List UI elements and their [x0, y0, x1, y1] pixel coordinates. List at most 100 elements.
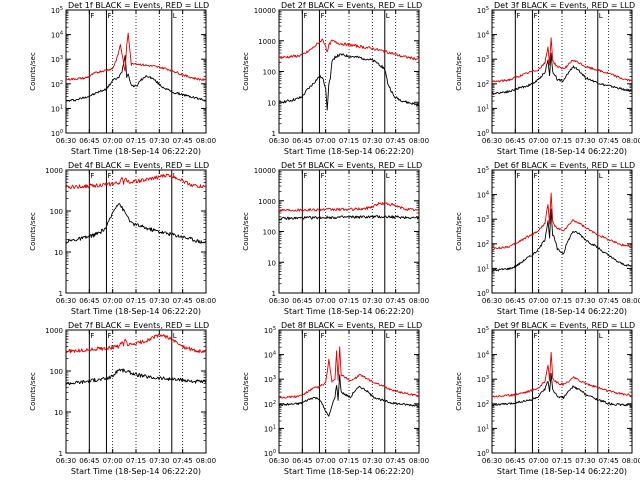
plot-det-4: Det 4f BLACK = Events, RED = LLD Counts/s… — [29, 161, 216, 316]
y-tick-label: 100 — [263, 229, 276, 237]
x-axis-label: Start Time (18-Sep-14 06:22:20) — [497, 147, 627, 156]
marker-flag: F — [516, 172, 520, 180]
plot-det-5: Det 5f BLACK = Events, RED = LLD Counts/s… — [242, 161, 429, 316]
x-tick-label: 07:00 — [529, 137, 549, 145]
series-events — [66, 368, 207, 386]
x-axis-label: Start Time (18-Sep-14 06:22:20) — [71, 467, 201, 476]
y-tick-label: 10000 — [254, 167, 276, 175]
x-tick-label: 07:15 — [552, 457, 572, 465]
y-tick-label: 101 — [477, 104, 489, 113]
x-tick-label: 07:15 — [552, 137, 572, 145]
x-tick-label: 07:15 — [126, 297, 146, 305]
y-tick-label: 104 — [51, 31, 63, 40]
x-tick-label: 06:45 — [79, 457, 99, 465]
y-axis-label: Counts/sec — [455, 52, 463, 91]
marker-flag: F — [90, 12, 94, 20]
plot-det-8: Det 8f BLACK = Events, RED = LLD Counts/s… — [242, 321, 429, 476]
x-tick-label: 06:45 — [292, 457, 312, 465]
marker-flag: L — [173, 172, 177, 180]
series-lld — [65, 173, 207, 190]
y-tick-label: 104 — [477, 351, 489, 360]
x-axis-label: Start Time (18-Sep-14 06:22:20) — [71, 307, 201, 316]
x-tick-label: 07:45 — [173, 457, 193, 465]
x-tick-label: 07:00 — [103, 297, 123, 305]
y-tick-label: 105 — [264, 326, 276, 335]
y-tick-label: 1000 — [45, 327, 63, 335]
y-tick-label: 103 — [477, 55, 489, 64]
y-axis-label: Counts/sec — [455, 372, 463, 411]
x-tick-label: 06:45 — [292, 137, 312, 145]
y-axis-label: Counts/sec — [29, 212, 37, 251]
series-lld — [491, 37, 633, 83]
marker-flag: F — [303, 12, 307, 20]
series-events — [491, 52, 632, 95]
x-tick-label: 08:00 — [196, 297, 216, 305]
x-tick-label: 07:45 — [599, 457, 619, 465]
x-tick-label: 07:15 — [339, 297, 359, 305]
series-lld — [65, 333, 207, 354]
y-tick-label: 103 — [477, 375, 489, 384]
y-tick-label: 103 — [51, 55, 63, 64]
x-tick-label: 08:00 — [196, 457, 216, 465]
x-tick-label: 06:30 — [56, 457, 76, 465]
y-tick-label: 100 — [477, 129, 489, 138]
marker-flag: F — [90, 172, 94, 180]
plot-title: Det 5f BLACK = Events, RED = LLD — [281, 161, 422, 170]
x-tick-label: 06:30 — [482, 297, 502, 305]
x-tick-label: 06:30 — [269, 457, 289, 465]
series-lld — [65, 32, 207, 82]
y-tick-label: 100 — [50, 208, 63, 216]
x-tick-label: 07:45 — [386, 297, 406, 305]
series-lld — [278, 38, 420, 61]
series-events — [278, 374, 420, 417]
series-events — [491, 372, 633, 407]
x-tick-label: 07:00 — [529, 297, 549, 305]
marker-flag: F — [90, 332, 94, 340]
x-tick-label: 08:00 — [196, 137, 216, 145]
x-axis-label: Start Time (18-Sep-14 06:22:20) — [284, 467, 414, 476]
y-tick-label: 101 — [477, 424, 489, 433]
y-axis-label: Counts/sec — [455, 212, 463, 251]
marker-flag: L — [599, 332, 603, 340]
marker-flag: F — [303, 332, 307, 340]
y-tick-label: 105 — [51, 6, 63, 15]
marker-flag: L — [386, 12, 390, 20]
marker-flag: F — [533, 332, 537, 340]
x-tick-label: 07:00 — [103, 137, 123, 145]
x-tick-label: 06:45 — [505, 297, 525, 305]
y-tick-label: 102 — [477, 400, 489, 409]
plot-title: Det 4f BLACK = Events, RED = LLD — [68, 161, 209, 170]
y-tick-label: 1 — [59, 290, 63, 298]
y-tick-label: 1 — [272, 130, 276, 138]
y-tick-label: 1000 — [258, 198, 276, 206]
y-tick-label: 101 — [477, 264, 489, 273]
x-tick-label: 06:30 — [482, 457, 502, 465]
x-tick-label: 07:30 — [362, 297, 382, 305]
plot-det-1: Det 1f BLACK = Events, RED = LLD Counts/s… — [29, 1, 216, 156]
marker-flag: L — [173, 332, 177, 340]
x-tick-label: 06:45 — [505, 457, 525, 465]
x-tick-label: 07:45 — [173, 137, 193, 145]
x-tick-label: 08:00 — [622, 457, 640, 465]
x-tick-label: 07:30 — [575, 297, 595, 305]
x-tick-label: 07:15 — [339, 457, 359, 465]
x-tick-label: 07:45 — [599, 137, 619, 145]
x-axis-label: Start Time (18-Sep-14 06:22:20) — [284, 147, 414, 156]
x-tick-label: 06:45 — [79, 297, 99, 305]
y-tick-label: 100 — [264, 449, 276, 458]
x-tick-label: 07:45 — [173, 297, 193, 305]
x-tick-label: 06:45 — [292, 297, 312, 305]
y-tick-label: 100 — [477, 449, 489, 458]
plot-title: Det 6f BLACK = Events, RED = LLD — [494, 161, 635, 170]
plot-det-3: Det 3f BLACK = Events, RED = LLD Counts/s… — [455, 1, 640, 156]
y-tick-label: 103 — [264, 375, 276, 384]
x-tick-label: 06:30 — [56, 137, 76, 145]
y-tick-label: 10 — [54, 249, 63, 257]
x-tick-label: 07:15 — [339, 137, 359, 145]
y-tick-label: 10 — [54, 409, 63, 417]
series-events — [491, 208, 633, 272]
y-tick-label: 102 — [264, 400, 276, 409]
y-tick-label: 1000 — [45, 167, 63, 175]
marker-flag: F — [320, 12, 324, 20]
